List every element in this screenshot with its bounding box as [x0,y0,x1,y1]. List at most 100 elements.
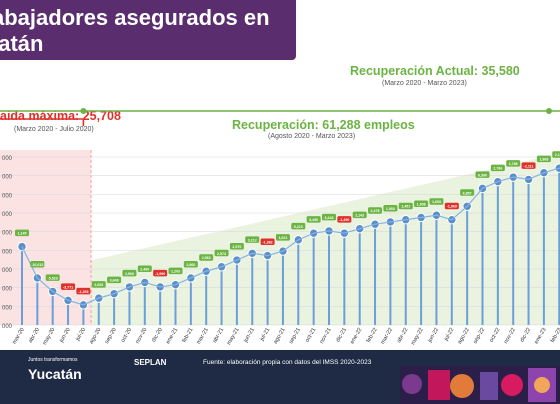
x-tick-label: feb-23 [550,327,560,344]
change-label: 1,621 [278,236,287,240]
change-badge [229,243,244,250]
change-label: 2,900 [125,272,134,276]
change-label: 1,903 [386,207,395,211]
change-badge [383,204,398,212]
x-tick-label: dic-21 [335,327,348,343]
x-tick-label: ago-20 [89,327,103,345]
change-badge [199,254,214,261]
change-label: 3,430 [309,218,318,222]
source-note: Fuente: elaboración propia con datos del… [203,359,372,366]
recovery-region [91,153,560,325]
x-tick-label: abr-21 [212,327,225,344]
x-tick-label: oct-20 [120,327,133,343]
change-label: 6,390 [478,173,487,177]
change-badge [61,283,76,290]
change-label: 3,212 [248,238,257,242]
x-tick-label: jul-22 [443,327,456,343]
change-label: 3,649 [110,279,119,283]
change-label: 2,860 [186,263,195,267]
x-tick-label: dic-20 [151,327,164,343]
change-badge [245,236,260,243]
change-label: -1,490 [339,218,349,222]
x-tick-label: oct-21 [304,327,317,343]
x-tick-label: nov-20 [135,327,149,345]
change-badge [506,160,521,167]
y-tick-label: 000 [2,287,13,293]
gov-logo-caption: Juntos transformamos [28,357,78,363]
bracket-dot-left [80,108,87,114]
change-label: -10,612 [31,263,43,267]
page-title-line1: abajadores asegurados en [0,5,270,30]
change-badge [168,267,183,275]
x-tick-label: feb-22 [366,327,379,344]
drop-region [0,150,92,325]
change-label: 6,857 [463,191,472,195]
chart: 000 000 000 000 000 000 000 000 000 000 1,145 -10,… [0,108,560,346]
change-label: -1,990 [155,272,165,276]
change-label: -3,771 [63,285,73,289]
gov-logo: Yucatán [28,366,82,382]
x-tick-label: oct-22 [489,327,502,343]
change-badge [414,200,429,207]
x-tick-label: ene-23 [534,327,548,345]
y-tick-label: 000 [2,305,13,311]
recovery-current-label: Recuperación Actual: 35,580 [350,64,520,78]
change-label: 2,653 [94,283,103,287]
change-label: 1,451 [401,205,410,209]
change-badge [107,276,122,284]
y-tick-label: 000 [2,193,13,199]
x-tick-label: jun-22 [427,327,440,344]
change-badge [490,164,505,172]
change-label: 5,210 [294,225,303,229]
x-tick-label: jul-21 [259,327,272,343]
change-badge [137,265,152,272]
y-tick-label: 000 [2,249,13,255]
decorative-mosaic [400,366,560,404]
change-badge [352,211,367,219]
recovery-period: (Agosto 2020 - Marzo 2023) [268,133,356,140]
recovery-label: Recuperación: 61,288 empleos [232,118,415,132]
y-tick-label: 000 [2,156,13,162]
change-badge [260,238,275,246]
x-tick-label: mar-21 [196,327,210,345]
change-label: 2,478 [371,209,380,213]
x-tick-label: jul-20 [75,327,88,343]
change-label: 1,308 [417,202,426,206]
x-tick-label: sep-21 [288,327,302,345]
change-label: 1,653 [432,200,441,204]
change-badge [460,189,475,196]
change-badge [30,260,45,268]
change-label: 2,766 [493,167,502,171]
y-tick-label: 000 [2,231,13,237]
x-tick-label: mar-20 [12,327,26,345]
change-badge [521,162,536,169]
change-label: -2,111 [524,164,534,168]
y-tick-label: 000 [2,212,13,218]
x-tick-label: abr-20 [28,327,41,344]
x-tick-label: dic-22 [519,327,532,343]
x-tick-label: abr-22 [396,327,409,344]
change-badge [306,216,321,223]
change-badge [91,281,106,288]
seplan-logo: SEPLAN [134,358,167,367]
change-badge [153,269,168,277]
change-badge [475,171,490,178]
change-label: 2,573 [217,252,226,256]
change-badge [368,207,383,214]
chart-decor: 000 000 000 000 000 000 000 000 000 000 [0,108,560,330]
change-label: 1,788 [509,162,518,166]
change-label: 2,963 [202,256,211,260]
x-tick-label: ene-21 [165,327,179,345]
x-tick-label: nov-21 [319,327,333,345]
change-badge [444,202,459,210]
change-badge [291,222,306,230]
change-label: 2,570 [232,245,241,249]
y-tick-label: 000 [2,324,13,330]
x-tick-label: feb-21 [181,327,194,344]
change-label: 2,143 [355,214,364,218]
x-tick-label: sep-22 [472,327,486,345]
x-tick-label: ago-22 [457,327,471,345]
change-badge [322,213,336,221]
x-tick-label: may-20 [42,327,57,346]
change-badge [429,198,444,205]
